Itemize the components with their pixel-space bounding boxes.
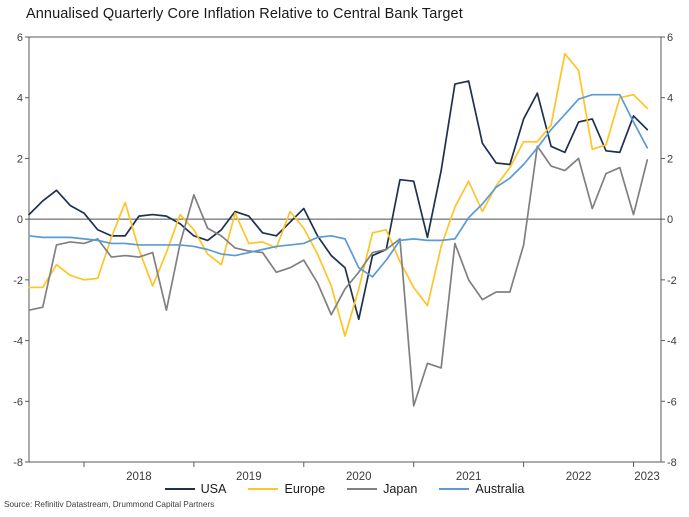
y-axis-tick-label-left: -6 <box>13 396 23 408</box>
source-note: Source: Refinitiv Datastream, Drummond C… <box>4 500 215 509</box>
y-axis-tick-label-right: -4 <box>667 336 677 348</box>
y-axis-tick-label-right: -6 <box>667 396 677 408</box>
series-line-europe <box>28 52 649 337</box>
legend-item-europe[interactable]: Europe <box>248 482 325 496</box>
x-axis-tick-label: 2022 <box>566 471 592 483</box>
series-line-australia <box>28 93 649 278</box>
x-axis-tick-label: 2021 <box>456 471 482 483</box>
y-axis-tick-label-left: 2 <box>17 153 23 165</box>
legend-swatch-europe <box>248 487 279 491</box>
legend-label-europe: Europe <box>284 482 326 496</box>
legend-swatch-japan <box>347 487 378 491</box>
chart-legend: USA Europe Japan Australia <box>0 482 689 496</box>
x-axis-tick-label: 2020 <box>346 471 372 483</box>
y-axis-tick-label-right: -8 <box>667 457 677 469</box>
legend-label-japan: Japan <box>383 482 418 496</box>
y-axis-tick-label-left: -2 <box>13 275 23 287</box>
y-axis-tick-label-left: -4 <box>13 336 23 348</box>
legend-label-usa: USA <box>200 482 227 496</box>
y-axis-tick-label-right: 0 <box>667 214 673 226</box>
legend-swatch-australia <box>439 487 470 491</box>
y-axis-tick-label-left: 6 <box>17 32 23 44</box>
y-axis-tick-label-left: 4 <box>17 93 23 105</box>
y-axis-tick-label-right: 2 <box>667 153 673 165</box>
y-axis-tick-label-right: 6 <box>667 32 673 44</box>
series-line-japan <box>28 145 649 407</box>
x-axis-tick-label: 2023 <box>634 471 660 483</box>
legend-label-australia: Australia <box>475 482 525 496</box>
y-axis-tick-label-left: 0 <box>17 214 23 226</box>
legend-item-australia[interactable]: Australia <box>439 482 524 496</box>
y-axis-tick-label-right: 4 <box>667 93 673 105</box>
legend-swatch-usa <box>164 487 195 491</box>
plot-frame <box>28 36 662 463</box>
y-axis-tick-label-left: -8 <box>13 457 23 469</box>
chart-title: Annualised Quarterly Core Inflation Rela… <box>26 6 463 22</box>
x-axis-tick-label: 2018 <box>126 471 152 483</box>
legend-item-japan[interactable]: Japan <box>347 482 417 496</box>
legend-item-usa[interactable]: USA <box>164 482 227 496</box>
series-line-usa <box>28 80 649 321</box>
y-axis-tick-label-right: -2 <box>667 275 677 287</box>
x-axis-tick-label: 2019 <box>236 471 262 483</box>
